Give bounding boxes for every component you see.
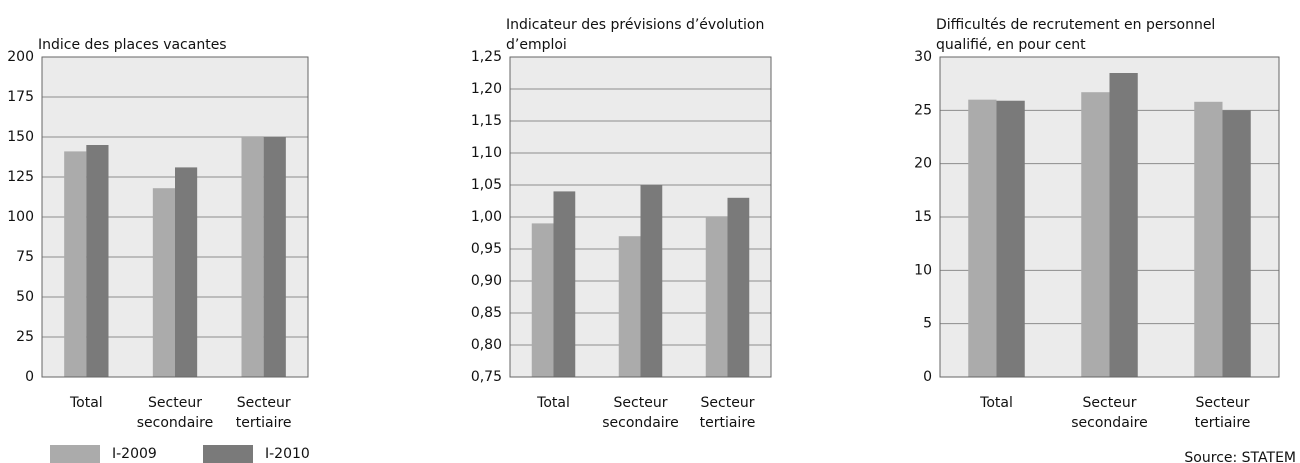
y-tick-label: 0 bbox=[25, 369, 34, 385]
y-tick-label: 175 bbox=[7, 89, 34, 105]
legend-label: I-2009 bbox=[112, 446, 157, 462]
y-tick-label: 1,05 bbox=[471, 177, 502, 193]
y-tick-label: 0,75 bbox=[471, 369, 502, 385]
y-tick-label: 1,25 bbox=[471, 49, 502, 65]
bar bbox=[152, 188, 175, 377]
bar bbox=[64, 151, 87, 377]
y-tick-label: 1,10 bbox=[471, 145, 502, 161]
y-tick-label: 0,95 bbox=[471, 241, 502, 257]
bar bbox=[263, 137, 286, 377]
x-tick-label: Secteur tertiaire bbox=[236, 395, 292, 431]
bar bbox=[1222, 110, 1251, 377]
y-tick-label: 30 bbox=[914, 49, 932, 65]
bar bbox=[727, 197, 750, 377]
y-tick-label: 50 bbox=[16, 289, 34, 305]
x-tick-label: Secteur secondaire bbox=[137, 395, 213, 431]
x-tick-label: Total bbox=[536, 395, 570, 411]
chart-title: Indicateur des prévisions d’évolution d’e… bbox=[506, 17, 764, 53]
bar bbox=[531, 223, 554, 377]
y-tick-label: 1,15 bbox=[471, 113, 502, 129]
bar bbox=[705, 217, 728, 377]
bar bbox=[175, 167, 198, 377]
bar bbox=[553, 191, 576, 377]
x-tick-label: Total bbox=[69, 395, 103, 411]
legend-label: I-2010 bbox=[265, 446, 310, 462]
x-tick-label: Secteur tertiaire bbox=[1195, 395, 1251, 431]
bar bbox=[1194, 101, 1223, 378]
bar bbox=[1081, 92, 1110, 377]
plot-border bbox=[509, 56, 772, 378]
y-tick-label: 1,20 bbox=[471, 81, 502, 97]
x-tick-label: Secteur secondaire bbox=[1071, 395, 1147, 431]
chart-title: Difficultés de recrutement en personnel q… bbox=[936, 17, 1215, 53]
x-tick-label: Secteur tertiaire bbox=[700, 395, 756, 431]
y-tick-label: 25 bbox=[914, 102, 932, 118]
x-tick-label: Secteur secondaire bbox=[602, 395, 678, 431]
y-tick-label: 5 bbox=[923, 316, 932, 332]
y-tick-label: 1,00 bbox=[471, 209, 502, 225]
x-tick-label: Total bbox=[979, 395, 1013, 411]
bar bbox=[968, 99, 997, 378]
legend-swatch bbox=[203, 445, 253, 463]
bar bbox=[996, 100, 1025, 377]
y-tick-label: 125 bbox=[7, 169, 34, 185]
bar bbox=[241, 137, 264, 377]
y-tick-label: 150 bbox=[7, 129, 34, 145]
y-tick-label: 0,85 bbox=[471, 305, 502, 321]
plot-border bbox=[41, 56, 309, 378]
plot-border bbox=[939, 56, 1280, 378]
y-tick-label: 15 bbox=[914, 209, 932, 225]
y-tick-label: 100 bbox=[7, 209, 34, 225]
y-tick-label: 25 bbox=[16, 329, 34, 345]
bar bbox=[618, 236, 641, 377]
y-tick-label: 0 bbox=[923, 369, 932, 385]
bar bbox=[1109, 73, 1138, 377]
y-tick-label: 10 bbox=[914, 262, 932, 278]
chart-title: Indice des places vacantes bbox=[38, 37, 227, 53]
y-tick-label: 0,90 bbox=[471, 273, 502, 289]
bar bbox=[86, 145, 109, 377]
y-tick-label: 0,80 bbox=[471, 337, 502, 353]
y-tick-label: 200 bbox=[7, 49, 34, 65]
legend-swatch bbox=[50, 445, 100, 463]
source-note: Source: STATEM bbox=[1184, 450, 1296, 463]
y-tick-label: 20 bbox=[914, 156, 932, 172]
bar bbox=[640, 185, 663, 377]
y-tick-label: 75 bbox=[16, 249, 34, 265]
